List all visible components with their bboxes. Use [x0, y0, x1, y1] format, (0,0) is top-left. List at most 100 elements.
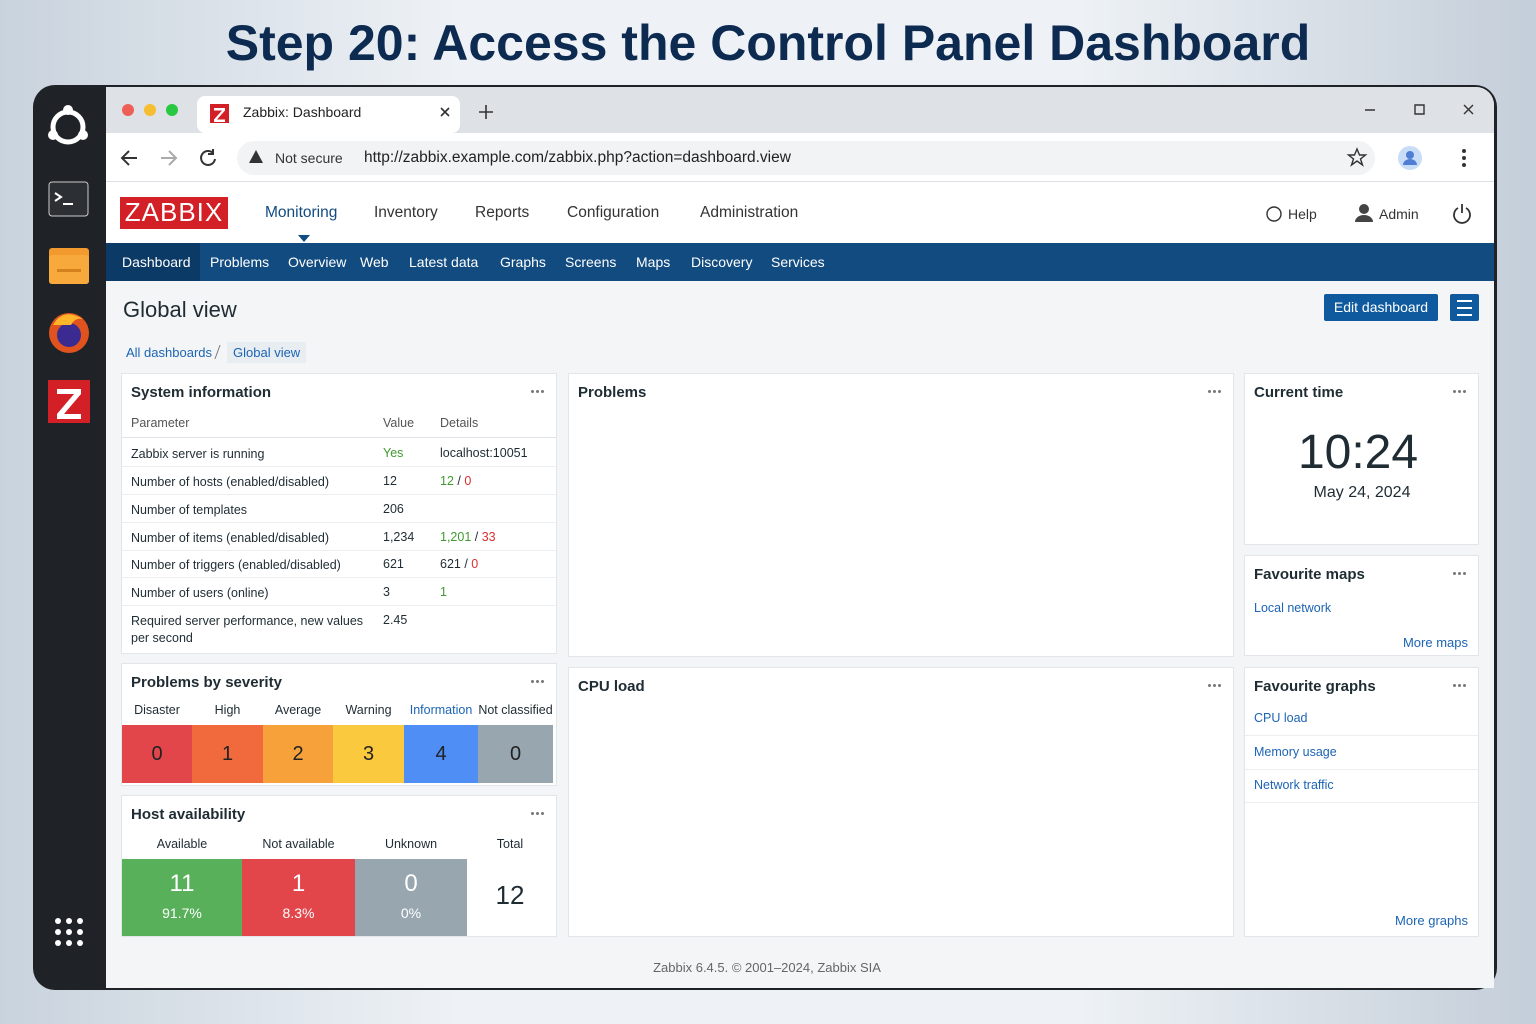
logout[interactable] [1453, 204, 1471, 224]
tab-close[interactable] [440, 107, 450, 117]
graph-link[interactable]: Memory usage [1254, 744, 1337, 759]
back[interactable] [120, 150, 137, 166]
details: / [471, 530, 482, 544]
widget-menu-dot[interactable] [531, 390, 534, 393]
row-line [1245, 802, 1478, 803]
widget-menu-dot[interactable] [1453, 390, 1456, 393]
widget-menu-dot[interactable] [541, 680, 544, 683]
widget-menu-dot[interactable] [536, 812, 539, 815]
subnav-item[interactable]: Services [771, 254, 825, 270]
widget-menu-dot[interactable] [1458, 684, 1461, 687]
severity-count: 2 [292, 743, 304, 765]
edit-dashboard[interactable]: Edit dashboard [1324, 294, 1438, 321]
table-header: Value [383, 416, 415, 430]
close-dot[interactable] [122, 104, 134, 116]
row-line [122, 522, 556, 523]
widget-menu-dot[interactable] [531, 680, 534, 683]
widget-menu-dot[interactable] [1453, 684, 1456, 687]
subnav-item[interactable]: Web [360, 254, 389, 270]
map-link[interactable]: Local network [1254, 601, 1332, 615]
widget-menu-dot[interactable] [536, 680, 539, 683]
row-line [122, 466, 556, 467]
widget-menu-dot[interactable] [1463, 684, 1466, 687]
main-menu-item[interactable]: Reports [475, 204, 530, 221]
severity-cell[interactable] [122, 725, 192, 783]
widget-menu-dot[interactable] [1208, 390, 1211, 393]
widget-menu-dot[interactable] [1453, 572, 1456, 575]
subnav-item[interactable]: Problems [210, 254, 270, 270]
widget-menu-dot[interactable] [1218, 390, 1221, 393]
subnav-item[interactable]: Graphs [500, 254, 546, 270]
user[interactable]: Admin [1379, 206, 1419, 222]
widget-menu-dot[interactable] [1208, 684, 1211, 687]
graph-link[interactable]: Network traffic [1254, 778, 1334, 792]
availability-cell[interactable] [242, 859, 355, 936]
ubuntu-icon [48, 105, 88, 145]
apps-grid-icon [55, 918, 83, 946]
main-menu-item[interactable]: Inventory [374, 204, 438, 221]
widget-menu-dot[interactable] [536, 390, 539, 393]
widget-menu-dot[interactable] [1458, 390, 1461, 393]
forward[interactable] [161, 150, 178, 166]
widget-menu-dot[interactable] [541, 390, 544, 393]
subnav-item[interactable]: Overview [288, 254, 347, 270]
widget-menu-dot[interactable] [541, 812, 544, 815]
row-line [122, 494, 556, 495]
widget-menu-dot[interactable] [1463, 390, 1466, 393]
widget-menu-dot[interactable] [1213, 390, 1216, 393]
severity-count: 3 [362, 743, 375, 765]
subnav-item[interactable]: Maps [636, 254, 671, 270]
widget-title: Host availability [131, 806, 246, 823]
availability-count: 1 [291, 870, 306, 897]
value: 2.45 [383, 613, 408, 627]
min-dot[interactable] [144, 104, 156, 116]
severity-cell[interactable] [478, 725, 553, 783]
help[interactable]: Help [1288, 206, 1317, 222]
severity-cell[interactable] [404, 725, 478, 783]
browser-menu[interactable] [1462, 149, 1466, 153]
severity-label: High [214, 703, 241, 717]
more-maps[interactable]: More maps [1402, 635, 1468, 650]
subnav-item[interactable]: Latest data [409, 254, 479, 270]
row-line [122, 550, 556, 551]
logo: ZABBIX [124, 197, 224, 227]
parameter: Zabbix server is running [131, 447, 265, 461]
table-header: Details [440, 416, 479, 430]
address-field[interactable] [237, 141, 1375, 175]
availability-cell[interactable] [355, 859, 467, 936]
graph-link[interactable]: CPU load [1254, 711, 1308, 725]
tab-title[interactable]: Zabbix: Dashboard [243, 104, 362, 120]
main-menu-item[interactable]: Administration [700, 204, 799, 221]
widget-menu-dot[interactable] [531, 812, 534, 815]
widget-title: Favourite graphs [1254, 678, 1376, 695]
browser-chrome-icons [120, 96, 1474, 242]
files-icon [49, 248, 89, 284]
breadcrumb[interactable]: All dashboards [126, 345, 212, 360]
subnav-item[interactable]: Dashboard [122, 254, 191, 270]
subnav-item[interactable]: Screens [565, 254, 617, 270]
subnav-item[interactable]: Discovery [691, 254, 753, 270]
main-menu-item[interactable]: Configuration [567, 204, 660, 221]
severity-cell[interactable] [333, 725, 404, 783]
bookmark-star[interactable] [1346, 147, 1368, 167]
subnav-active-bg [106, 243, 200, 281]
window-controls[interactable] [1365, 104, 1474, 115]
tab[interactable] [197, 96, 460, 133]
new-tab[interactable] [479, 105, 493, 119]
availability-label: Total [496, 837, 524, 851]
breadcrumb[interactable]: Global view [227, 342, 307, 363]
reload[interactable] [200, 149, 216, 166]
more-graphs[interactable]: More graphs [1395, 913, 1468, 928]
max-dot[interactable] [166, 104, 178, 116]
widget-title: Problems [578, 384, 647, 401]
main-menu-item[interactable]: Monitoring [265, 204, 338, 221]
widget-menu-dot[interactable] [1463, 572, 1466, 575]
widget-menu-dot[interactable] [1458, 572, 1461, 575]
availability-cell[interactable] [122, 859, 242, 936]
widget-menu-dot[interactable] [1213, 684, 1216, 687]
severity-cell[interactable] [192, 725, 263, 783]
severity-cell[interactable] [263, 725, 333, 783]
availability-label: Not available [262, 837, 335, 851]
widget-menu-dot[interactable] [1218, 684, 1221, 687]
url[interactable]: http://zabbix.example.com/zabbix.php?act… [364, 149, 791, 166]
